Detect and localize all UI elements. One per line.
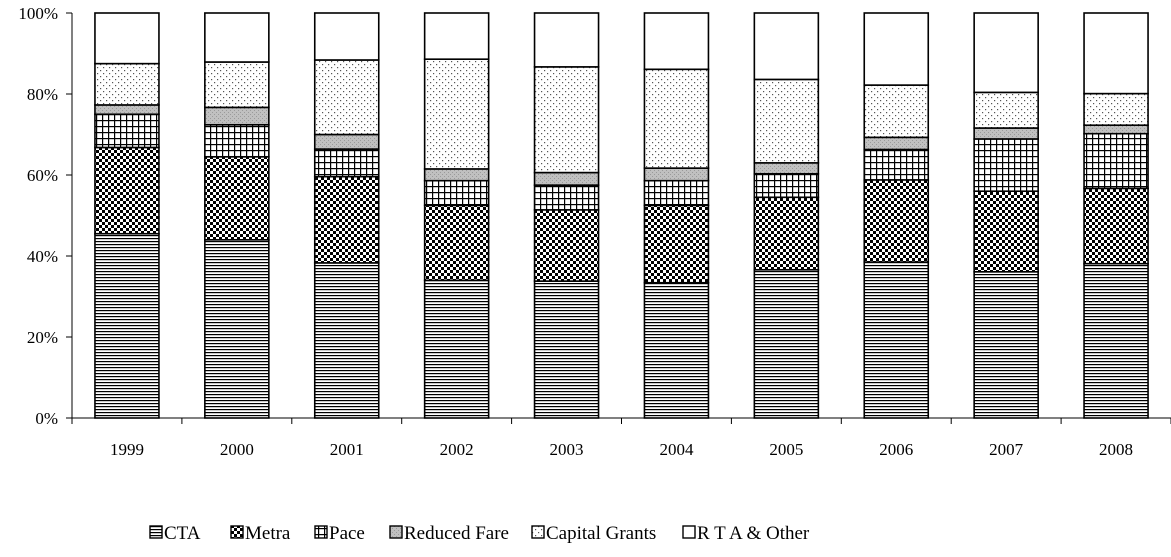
legend-swatch-reduced-fare — [389, 525, 403, 539]
bar-segment-1999-r-t-a-other — [94, 12, 160, 65]
bar-segment-2003-cta — [533, 280, 600, 419]
bar-segment-2005-metra — [753, 196, 820, 271]
bar-segment-2001-r-t-a-other — [313, 12, 380, 61]
x-tick-label-2000: 2000 — [220, 440, 254, 459]
x-tick-label-2005: 2005 — [769, 440, 803, 459]
legend-swatch-metra — [230, 525, 244, 539]
axes — [66, 12, 1171, 424]
bar-segment-2006-pace — [863, 148, 930, 181]
bar-segment-2003-capital-grants — [533, 66, 600, 174]
bar-segment-2000-pace — [204, 123, 270, 158]
x-tick-label-2007: 2007 — [989, 440, 1024, 459]
bar-segment-2000-capital-grants — [204, 61, 270, 109]
legend-label-r-t-a-other: R T A & Other — [697, 523, 810, 544]
bar-segment-2004-metra — [643, 204, 710, 284]
bar-segment-2003-reduced-fare — [533, 171, 600, 186]
bar-segment-2000-metra — [204, 155, 270, 241]
legend: CTA Metra Pace Reduced Fare Capital Grants R … — [149, 523, 810, 544]
legend-item-metra: Metra — [230, 523, 291, 544]
legend-label-reduced-fare: Reduced Fare — [404, 523, 509, 544]
bar-segment-2005-cta — [753, 268, 820, 419]
bar-segment-2007-capital-grants — [973, 91, 1039, 129]
bar-segment-2008-reduced-fare — [1083, 124, 1149, 135]
bar-segment-2007-metra — [973, 190, 1039, 273]
legend-label-capital-grants: Capital Grants — [546, 523, 656, 544]
bar-segment-1999-cta — [94, 232, 160, 419]
y-tick-label-100-pct: 100% — [18, 4, 58, 23]
legend-label-metra: Metra — [245, 523, 291, 544]
y-tick-label-40-pct: 40% — [27, 247, 58, 266]
bar-segment-2005-r-t-a-other — [753, 12, 820, 81]
bar-segment-2006-metra — [863, 179, 930, 263]
legend-item-reduced-fare: Reduced Fare — [389, 523, 509, 544]
bar-segment-2002-capital-grants — [423, 58, 490, 170]
y-tick-label-60-pct: 60% — [27, 166, 58, 185]
y-tick-label-0-pct: 0% — [35, 409, 58, 428]
legend-item-cta: CTA — [149, 523, 201, 544]
bar-segment-1999-pace — [94, 113, 160, 149]
y-tick-label-80-pct: 80% — [27, 85, 58, 104]
bar-segment-2000-r-t-a-other — [204, 12, 270, 63]
bar-segment-2001-metra — [313, 175, 380, 264]
bar-segment-2006-r-t-a-other — [863, 12, 930, 86]
bars-layer — [94, 12, 1149, 419]
bar-segment-2000-cta — [204, 239, 270, 419]
bar-segment-2006-cta — [863, 261, 930, 419]
bar-segment-2003-metra — [533, 209, 600, 282]
bar-segment-2007-pace — [973, 138, 1039, 193]
x-tick-label-2008: 2008 — [1099, 440, 1133, 459]
bar-segment-2005-pace — [753, 172, 820, 199]
bar-segment-2007-cta — [973, 270, 1039, 419]
bar-segment-2004-cta — [643, 281, 710, 419]
x-tick-label-2002: 2002 — [440, 440, 474, 459]
bar-segment-2008-pace — [1083, 132, 1149, 190]
bar-segment-2003-r-t-a-other — [533, 12, 600, 68]
legend-swatch-capital-grants — [531, 525, 545, 539]
bar-segment-2002-reduced-fare — [423, 168, 490, 182]
bar-segment-1999-metra — [94, 146, 160, 235]
bar-segment-2006-capital-grants — [863, 84, 930, 139]
x-tick-label-2003: 2003 — [550, 440, 584, 459]
bar-segment-2005-reduced-fare — [753, 162, 820, 175]
x-tick-label-2006: 2006 — [879, 440, 913, 459]
bar-segment-2008-metra — [1083, 187, 1149, 265]
bar-segment-2006-reduced-fare — [863, 136, 930, 151]
legend-swatch-r-t-a-other — [682, 525, 696, 539]
bar-segment-2000-reduced-fare — [204, 106, 270, 126]
bar-segment-2008-capital-grants — [1083, 92, 1149, 126]
bar-segment-1999-capital-grants — [94, 62, 160, 106]
bar-segment-2001-pace — [313, 148, 380, 178]
bar-segment-2004-pace — [643, 179, 710, 207]
bar-segment-2001-reduced-fare — [313, 133, 380, 150]
bar-segment-2008-r-t-a-other — [1083, 12, 1149, 95]
bar-segment-2008-cta — [1083, 262, 1149, 419]
bar-segment-2004-capital-grants — [643, 68, 710, 169]
bar-segment-2004-reduced-fare — [643, 167, 710, 182]
bar-segment-2005-capital-grants — [753, 78, 820, 164]
legend-swatch-cta — [149, 525, 163, 539]
legend-label-pace: Pace — [329, 523, 365, 544]
bar-segment-2002-pace — [423, 179, 490, 207]
legend-item-pace: Pace — [314, 523, 365, 544]
legend-item-r-t-a-other: R T A & Other — [682, 523, 810, 544]
x-tick-label-1999: 1999 — [110, 440, 144, 459]
bar-segment-1999-reduced-fare — [94, 104, 160, 116]
bar-segment-2001-cta — [313, 262, 380, 419]
bar-segment-2002-metra — [423, 204, 490, 282]
bar-segment-2002-cta — [423, 279, 490, 419]
tick-labels: 1999 2000 2001 2002 2003 2004 2005 2006 2007 2008… — [18, 4, 1133, 459]
bar-segment-2007-r-t-a-other — [973, 12, 1039, 94]
legend-label-cta: CTA — [164, 523, 201, 544]
bar-segment-2007-reduced-fare — [973, 127, 1039, 140]
x-tick-label-2001: 2001 — [330, 440, 364, 459]
y-tick-label-20-pct: 20% — [27, 328, 58, 347]
bar-segment-2002-r-t-a-other — [423, 12, 490, 60]
bar-segment-2001-capital-grants — [313, 59, 380, 136]
legend-swatch-pace — [314, 525, 328, 539]
legend-item-capital-grants: Capital Grants — [531, 523, 656, 544]
x-tick-label-2004: 2004 — [659, 440, 694, 459]
bar-segment-2004-r-t-a-other — [643, 12, 710, 71]
bar-segment-2003-pace — [533, 184, 600, 211]
